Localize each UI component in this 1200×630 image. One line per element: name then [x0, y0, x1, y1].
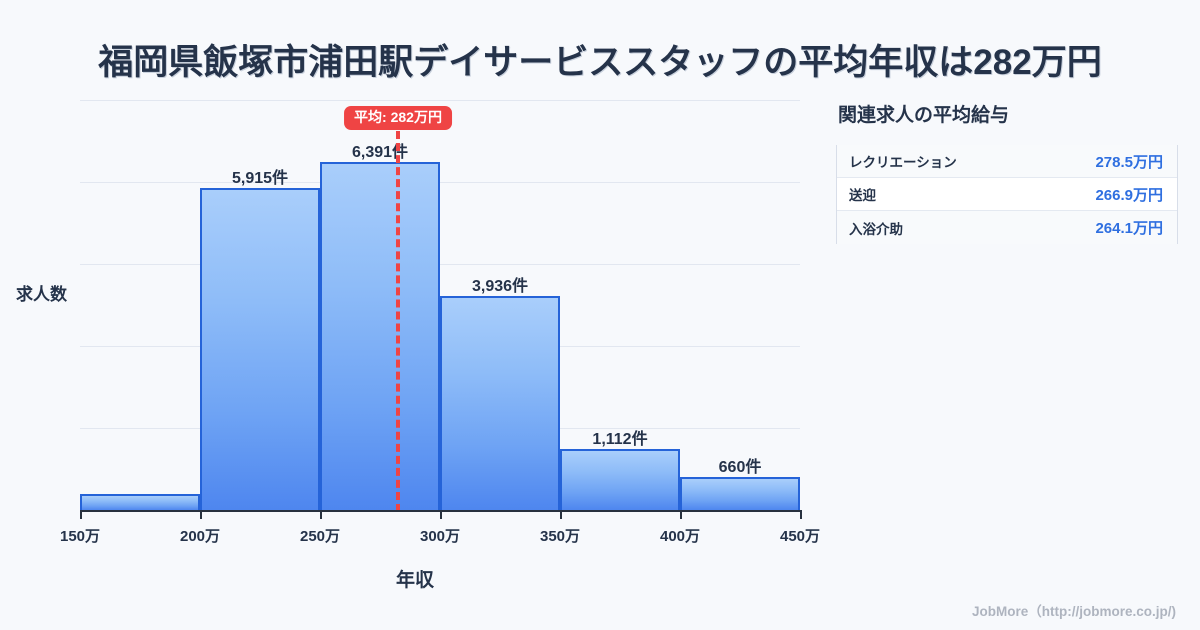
page-title: 福岡県飯塚市浦田駅デイサービススタッフの平均年収は282万円	[98, 43, 1102, 82]
panel-title: 関連求人の平均給与	[838, 105, 1010, 126]
row-value: 278.5万円	[1095, 153, 1163, 171]
bar-4	[440, 296, 560, 512]
x-axis-label-7: 450万	[779, 528, 821, 545]
table-row[interactable]: レクリエーション 278.5万円	[837, 145, 1177, 178]
x-tick	[680, 510, 682, 519]
bar-label-4: 3,936件	[471, 278, 529, 295]
bar-2	[200, 188, 320, 512]
row-label: レクリエーション	[849, 155, 957, 170]
row-label: 送迎	[849, 188, 876, 203]
average-badge: 平均: 282万円	[344, 106, 452, 130]
related-salary-panel: 関連求人の平均給与 レクリエーション 278.5万円 送迎 266.9万円 入浴…	[836, 100, 1184, 244]
x-axis-title: 年収	[395, 570, 434, 591]
x-tick	[800, 510, 802, 519]
bar-label-6: 660件	[718, 459, 762, 476]
table-row[interactable]: 送迎 266.9万円	[837, 178, 1177, 211]
footer-attribution: JobMore（http://jobmore.co.jp/)	[972, 604, 1176, 619]
histogram-chart: 求人数 5,915件 6,391件 3,936件 1,112件 660件 平均:…	[16, 100, 821, 591]
x-axis-label-6: 400万	[659, 528, 701, 545]
x-axis-label-2: 200万	[179, 528, 221, 545]
gridline	[80, 264, 800, 265]
bar-3	[320, 162, 440, 512]
x-tick	[320, 510, 322, 519]
bar-label-2: 5,915件	[231, 170, 289, 187]
y-axis-title: 求人数	[16, 285, 67, 304]
x-axis-label-3: 250万	[299, 528, 341, 545]
row-value: 266.9万円	[1095, 186, 1163, 204]
x-axis-label-1: 150万	[59, 528, 101, 545]
x-axis-label-4: 300万	[419, 528, 461, 545]
bar-label-5: 1,112件	[592, 431, 648, 448]
x-axis-label-5: 350万	[539, 528, 581, 545]
related-salary-table: レクリエーション 278.5万円 送迎 266.9万円 入浴介助 264.1万円	[836, 145, 1178, 244]
average-line	[396, 131, 400, 512]
x-tick	[80, 510, 82, 519]
bar-6	[680, 477, 800, 512]
table-row[interactable]: 入浴介助 264.1万円	[837, 211, 1177, 244]
bar-label-3: 6,391件	[351, 144, 409, 161]
x-tick	[440, 510, 442, 519]
row-value: 264.1万円	[1095, 220, 1163, 237]
gridline	[80, 182, 800, 183]
x-tick	[200, 510, 202, 519]
row-label: 入浴介助	[849, 221, 903, 237]
x-tick	[560, 510, 562, 519]
gridline	[80, 100, 800, 101]
bar-5	[560, 449, 680, 512]
